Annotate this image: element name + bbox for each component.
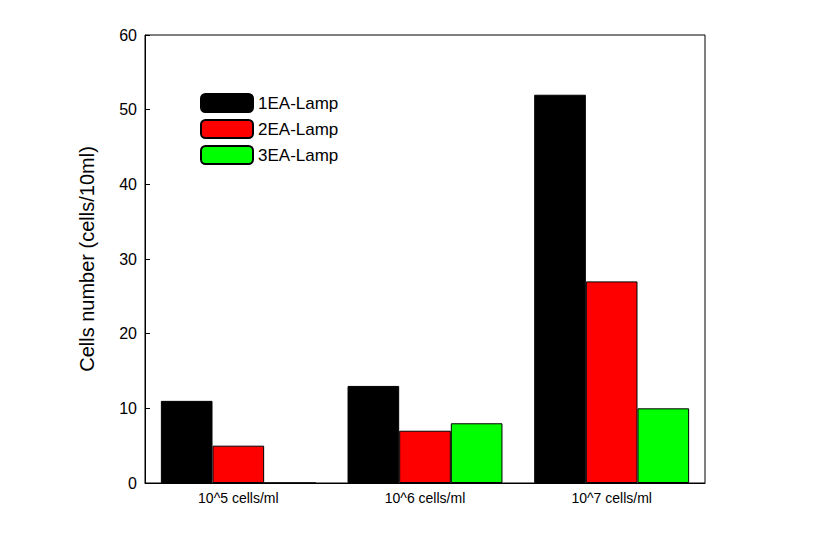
svg-text:0: 0 (128, 475, 137, 492)
svg-text:20: 20 (119, 325, 137, 342)
svg-text:3EA-Lamp: 3EA-Lamp (258, 146, 338, 165)
svg-text:10^6 cells/ml: 10^6 cells/ml (385, 490, 466, 506)
svg-text:Cells number (cells/10ml): Cells number (cells/10ml) (76, 146, 98, 372)
svg-text:40: 40 (119, 176, 137, 193)
svg-text:1EA-Lamp: 1EA-Lamp (258, 94, 338, 113)
svg-text:10^5 cells/ml: 10^5 cells/ml (198, 490, 279, 506)
svg-text:60: 60 (119, 27, 137, 44)
svg-text:50: 50 (119, 101, 137, 118)
svg-text:10^7 cells/ml: 10^7 cells/ml (571, 490, 652, 506)
svg-text:30: 30 (119, 251, 137, 268)
svg-text:10: 10 (119, 400, 137, 417)
svg-text:2EA-Lamp: 2EA-Lamp (258, 120, 338, 139)
